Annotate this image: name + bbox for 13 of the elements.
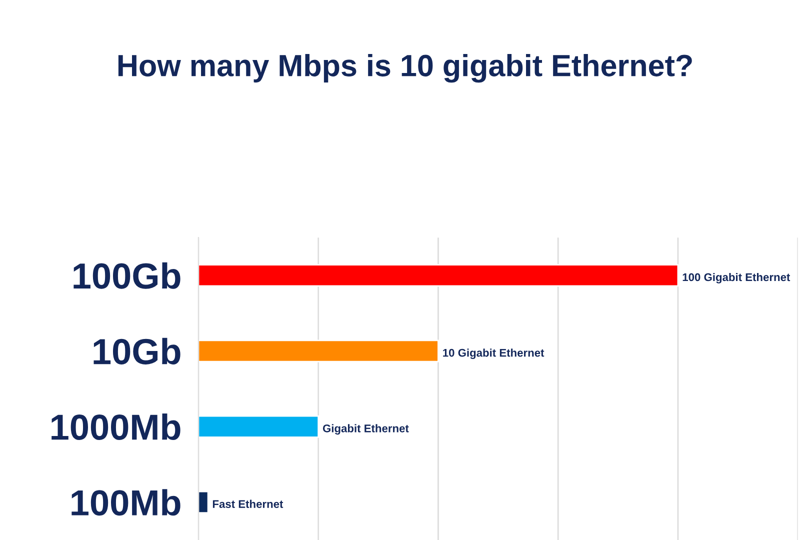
annotation: 10 Gigabit Ethernet <box>443 348 544 359</box>
y-tick-label: 100Gb <box>74 262 180 289</box>
y-tick-label: 100Mb <box>72 489 180 516</box>
y-tick-label: 1000Mb <box>52 414 180 440</box>
chart-title: How many Mbps is 10 gigabit Ethernet? <box>118 54 692 83</box>
annotation: Fast Ethernet <box>212 500 284 508</box>
bar <box>198 340 439 362</box>
bar <box>198 415 320 438</box>
annotation: Gigabit Ethernet <box>322 424 409 435</box>
bar <box>198 490 209 514</box>
annotation: 100 Gigabit Ethernet <box>682 272 790 284</box>
bar <box>198 264 679 287</box>
y-tick-label: 10Gb <box>94 338 180 364</box>
